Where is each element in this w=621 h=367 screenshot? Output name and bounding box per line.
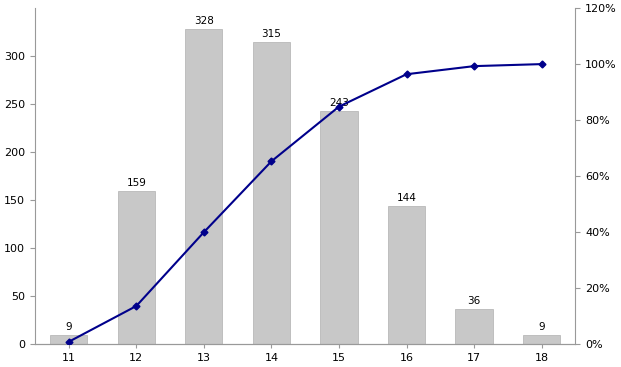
Bar	[185, 29, 222, 344]
Text: 9: 9	[538, 322, 545, 332]
Text: 328: 328	[194, 17, 214, 26]
Bar	[253, 42, 290, 344]
Text: 144: 144	[397, 193, 417, 203]
Text: 159: 159	[127, 178, 147, 188]
Bar	[50, 335, 88, 344]
Bar	[455, 309, 492, 344]
Bar	[523, 335, 560, 344]
Text: 36: 36	[468, 297, 481, 306]
Text: 315: 315	[261, 29, 281, 39]
Text: 9: 9	[65, 322, 72, 332]
Bar	[388, 206, 425, 344]
Bar	[320, 111, 358, 344]
Bar	[118, 191, 155, 344]
Text: 243: 243	[329, 98, 349, 108]
